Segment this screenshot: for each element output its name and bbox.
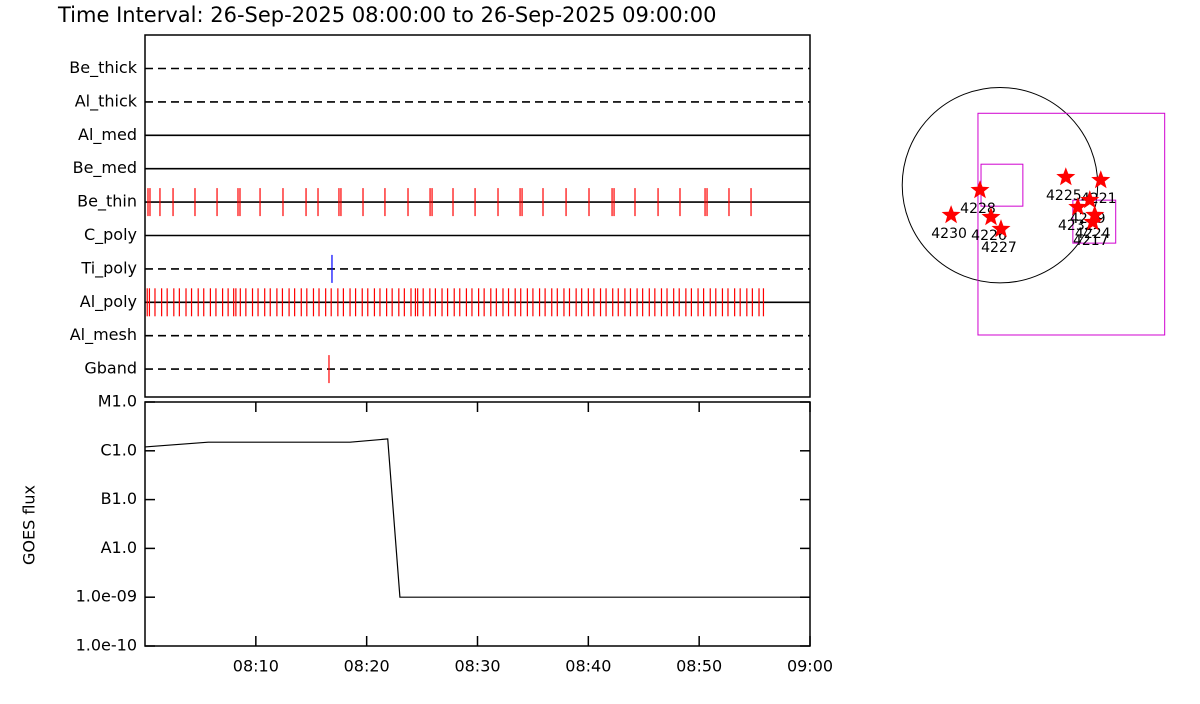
region-label: 4230 bbox=[931, 226, 967, 242]
x-tick-label: 08:20 bbox=[344, 657, 390, 676]
row-label: Gband bbox=[84, 359, 137, 378]
x-tick-label: 08:30 bbox=[454, 657, 500, 676]
active-region bbox=[1091, 170, 1111, 189]
active-region bbox=[1083, 212, 1103, 231]
row-label: Be_thick bbox=[69, 58, 137, 78]
active-region bbox=[941, 205, 961, 224]
timeline-frame bbox=[144, 34, 811, 398]
x-tick-label: 09:00 bbox=[787, 657, 833, 676]
y-tick-label: B1.0 bbox=[101, 489, 137, 508]
region-label: 4232 bbox=[1058, 218, 1094, 234]
row-label: Be_thin bbox=[77, 192, 137, 212]
fov bbox=[977, 112, 1166, 336]
y-tick-label: M1.0 bbox=[98, 392, 137, 411]
fov bbox=[980, 163, 1024, 207]
active-region bbox=[1068, 197, 1088, 216]
active-region bbox=[1085, 205, 1105, 224]
active-region bbox=[991, 219, 1011, 238]
x-tick-label: 08:40 bbox=[565, 657, 611, 676]
row-label: Al_mesh bbox=[70, 325, 137, 345]
region-label: 4224 bbox=[1075, 226, 1111, 242]
row-label: Al_thick bbox=[75, 91, 138, 111]
y-tick-label: 1.0e-09 bbox=[76, 587, 137, 606]
active-region bbox=[981, 207, 1001, 226]
y-axis-label: GOES flux bbox=[20, 485, 39, 565]
region-label: 4228 bbox=[960, 201, 996, 217]
active-region bbox=[1056, 167, 1076, 186]
active-region bbox=[1080, 190, 1100, 209]
region-label: 4225 bbox=[1046, 188, 1082, 204]
y-tick-label: C1.0 bbox=[100, 440, 137, 459]
goes-frame bbox=[144, 401, 811, 647]
x-tick-label: 08:50 bbox=[676, 657, 722, 676]
row-label: Al_poly bbox=[80, 292, 137, 312]
y-tick-label: 1.0e-10 bbox=[76, 636, 137, 655]
chart-title: Time Interval: 26-Sep-2025 08:00:00 to 2… bbox=[57, 3, 716, 27]
y-tick-label: A1.0 bbox=[101, 538, 137, 557]
goes-line bbox=[144, 438, 810, 598]
row-label: Ti_poly bbox=[80, 258, 137, 278]
region-label: 4217 bbox=[1073, 233, 1109, 249]
active-region bbox=[970, 180, 990, 199]
row-label: C_poly bbox=[84, 225, 137, 245]
x-tick-label: 08:10 bbox=[233, 657, 279, 676]
row-label: Be_med bbox=[73, 158, 137, 178]
row-label: Al_med bbox=[78, 125, 137, 145]
region-label: 4227 bbox=[981, 240, 1017, 256]
